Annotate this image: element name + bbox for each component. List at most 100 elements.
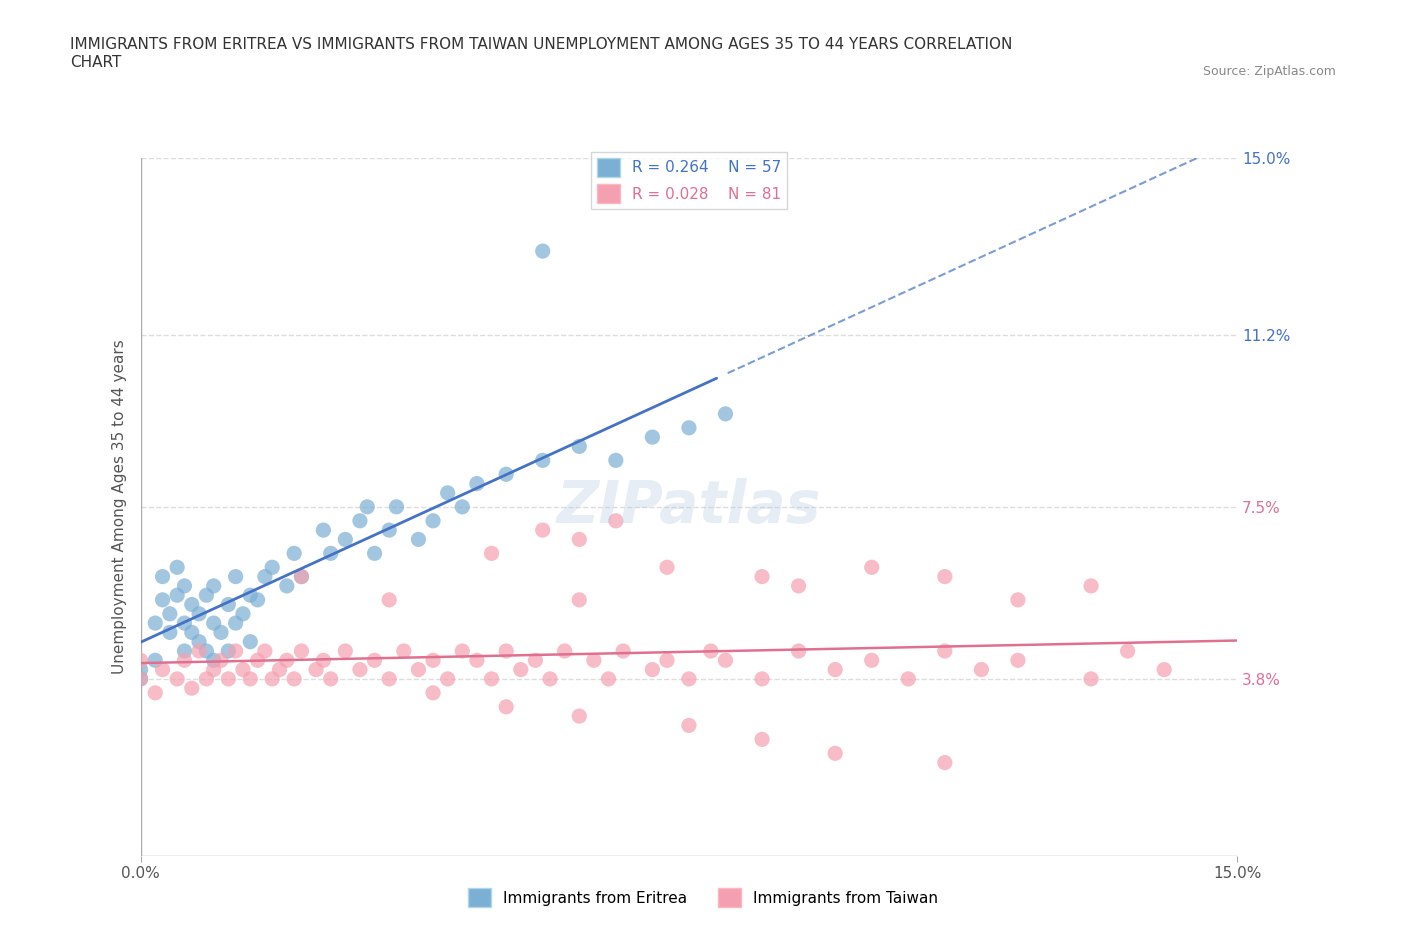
Point — [451, 499, 474, 514]
Point — [751, 569, 773, 584]
Point — [159, 606, 181, 621]
Point — [655, 653, 678, 668]
Point — [253, 644, 276, 658]
Point — [143, 653, 166, 668]
Point — [1007, 653, 1029, 668]
Point — [225, 644, 247, 658]
Point — [531, 244, 554, 259]
Point — [335, 532, 357, 547]
Legend: R = 0.264    N = 57, R = 0.028    N = 81: R = 0.264 N = 57, R = 0.028 N = 81 — [591, 152, 787, 209]
Point — [408, 532, 430, 547]
Point — [538, 671, 561, 686]
Text: Source: ZipAtlas.com: Source: ZipAtlas.com — [1202, 65, 1336, 78]
Point — [495, 644, 517, 658]
Point — [225, 569, 247, 584]
Point — [436, 485, 458, 500]
Point — [714, 406, 737, 421]
Point — [751, 732, 773, 747]
Point — [436, 671, 458, 686]
Point — [378, 671, 401, 686]
Point — [641, 662, 664, 677]
Point — [678, 420, 700, 435]
Point — [465, 476, 488, 491]
Point — [152, 569, 174, 584]
Point — [531, 523, 554, 538]
Point — [143, 685, 166, 700]
Point — [824, 746, 846, 761]
Point — [860, 560, 883, 575]
Point — [356, 499, 378, 514]
Point — [349, 513, 371, 528]
Point — [173, 653, 195, 668]
Point — [225, 616, 247, 631]
Point — [1153, 662, 1175, 677]
Point — [129, 653, 152, 668]
Point — [232, 662, 254, 677]
Point — [481, 671, 503, 686]
Point — [1116, 644, 1139, 658]
Point — [787, 578, 810, 593]
Point — [180, 681, 202, 696]
Point — [612, 644, 634, 658]
Point — [481, 546, 503, 561]
Point — [422, 685, 444, 700]
Point — [934, 755, 956, 770]
Point — [422, 653, 444, 668]
Point — [143, 616, 166, 631]
Point — [312, 523, 335, 538]
Point — [269, 662, 291, 677]
Point — [824, 662, 846, 677]
Point — [152, 592, 174, 607]
Point — [180, 597, 202, 612]
Point — [392, 644, 415, 658]
Point — [262, 560, 284, 575]
Point — [276, 653, 298, 668]
Point — [173, 644, 195, 658]
Point — [641, 430, 664, 445]
Point — [582, 653, 605, 668]
Point — [319, 671, 342, 686]
Point — [1007, 592, 1029, 607]
Point — [166, 588, 188, 603]
Point — [262, 671, 284, 686]
Point — [246, 653, 269, 668]
Point — [422, 513, 444, 528]
Legend: Immigrants from Eritrea, Immigrants from Taiwan: Immigrants from Eritrea, Immigrants from… — [463, 883, 943, 913]
Text: ZIPatlas: ZIPatlas — [557, 478, 821, 536]
Point — [217, 644, 239, 658]
Point — [751, 671, 773, 686]
Point — [934, 569, 956, 584]
Point — [188, 634, 211, 649]
Y-axis label: Unemployment Among Ages 35 to 44 years: Unemployment Among Ages 35 to 44 years — [111, 339, 127, 674]
Point — [897, 671, 920, 686]
Point — [319, 546, 342, 561]
Point — [166, 560, 188, 575]
Point — [290, 644, 312, 658]
Point — [253, 569, 276, 584]
Point — [246, 592, 269, 607]
Point — [152, 662, 174, 677]
Point — [408, 662, 430, 677]
Point — [568, 439, 591, 454]
Point — [363, 653, 385, 668]
Point — [568, 532, 591, 547]
Point — [159, 625, 181, 640]
Point — [173, 578, 195, 593]
Point — [860, 653, 883, 668]
Point — [202, 653, 225, 668]
Point — [335, 644, 357, 658]
Point — [195, 644, 218, 658]
Point — [1080, 578, 1102, 593]
Point — [166, 671, 188, 686]
Point — [202, 616, 225, 631]
Point — [180, 625, 202, 640]
Point — [970, 662, 993, 677]
Point — [378, 523, 401, 538]
Point — [598, 671, 620, 686]
Point — [655, 560, 678, 575]
Point — [195, 588, 218, 603]
Point — [209, 625, 232, 640]
Point — [349, 662, 371, 677]
Point — [276, 578, 298, 593]
Text: IMMIGRANTS FROM ERITREA VS IMMIGRANTS FROM TAIWAN UNEMPLOYMENT AMONG AGES 35 TO : IMMIGRANTS FROM ERITREA VS IMMIGRANTS FR… — [70, 37, 1012, 70]
